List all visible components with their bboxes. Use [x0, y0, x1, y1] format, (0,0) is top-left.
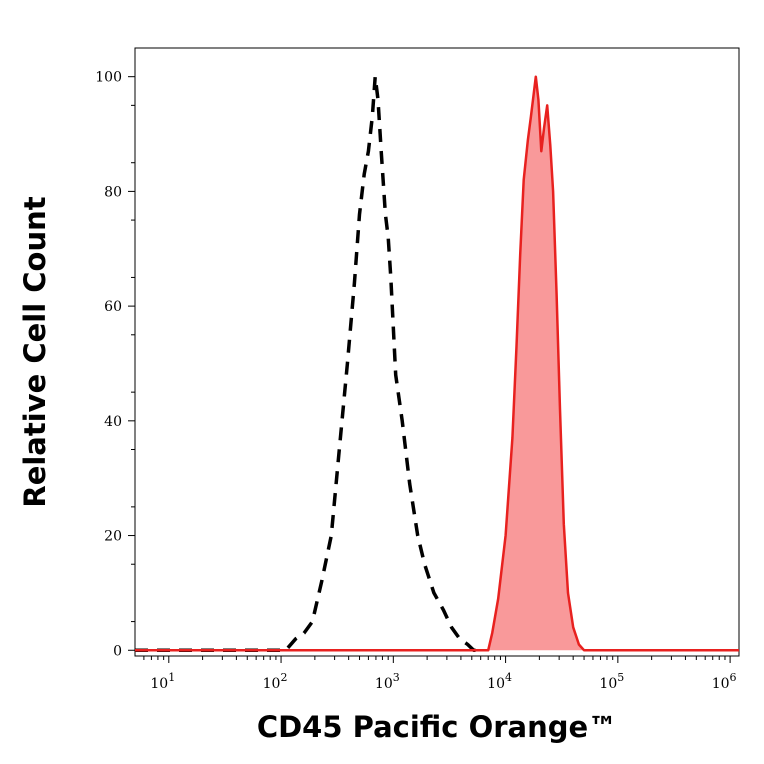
x-axis: 101 102 103 104 105 106: [143, 656, 737, 692]
x-axis-title: CD45 Pacific Orange™: [257, 710, 617, 744]
y-axis: 0 20 40 60 80 100: [95, 70, 135, 659]
y-tick-label: 0: [113, 643, 122, 659]
x-tick-exponent: 2: [280, 671, 287, 684]
y-tick-label: 100: [95, 70, 122, 86]
x-tick-label: 102: [263, 671, 288, 692]
series-0-line: [135, 74, 481, 653]
x-tick-base: 10: [375, 676, 393, 692]
x-tick-exponent: 6: [730, 671, 737, 684]
plot-frame: [134, 47, 740, 657]
series-1-fill: [135, 76, 739, 651]
y-tick-label: 60: [104, 299, 122, 315]
y-tick-label: 20: [104, 529, 122, 545]
x-tick-exponent: 5: [617, 671, 624, 684]
x-tick-base: 10: [712, 676, 730, 692]
x-tick-exponent: 4: [505, 671, 512, 684]
x-tick-exponent: 1: [168, 671, 175, 684]
x-tick-base: 10: [599, 676, 617, 692]
x-tick-label: 105: [599, 671, 624, 692]
x-tick-label: 106: [712, 671, 737, 692]
y-tick-label: 80: [104, 184, 122, 200]
series-1-line: [135, 75, 739, 652]
y-tick-label: 40: [104, 414, 122, 430]
series-layer: [135, 74, 739, 653]
y-axis-title: Relative Cell Count: [18, 196, 52, 507]
x-tick-base: 10: [263, 676, 281, 692]
x-tick-label: 104: [487, 671, 512, 692]
x-tick-exponent: 3: [393, 671, 400, 684]
x-tick-label: 103: [375, 671, 400, 692]
x-tick-base: 10: [487, 676, 505, 692]
x-tick-base: 10: [150, 676, 168, 692]
x-tick-label: 101: [150, 671, 175, 692]
